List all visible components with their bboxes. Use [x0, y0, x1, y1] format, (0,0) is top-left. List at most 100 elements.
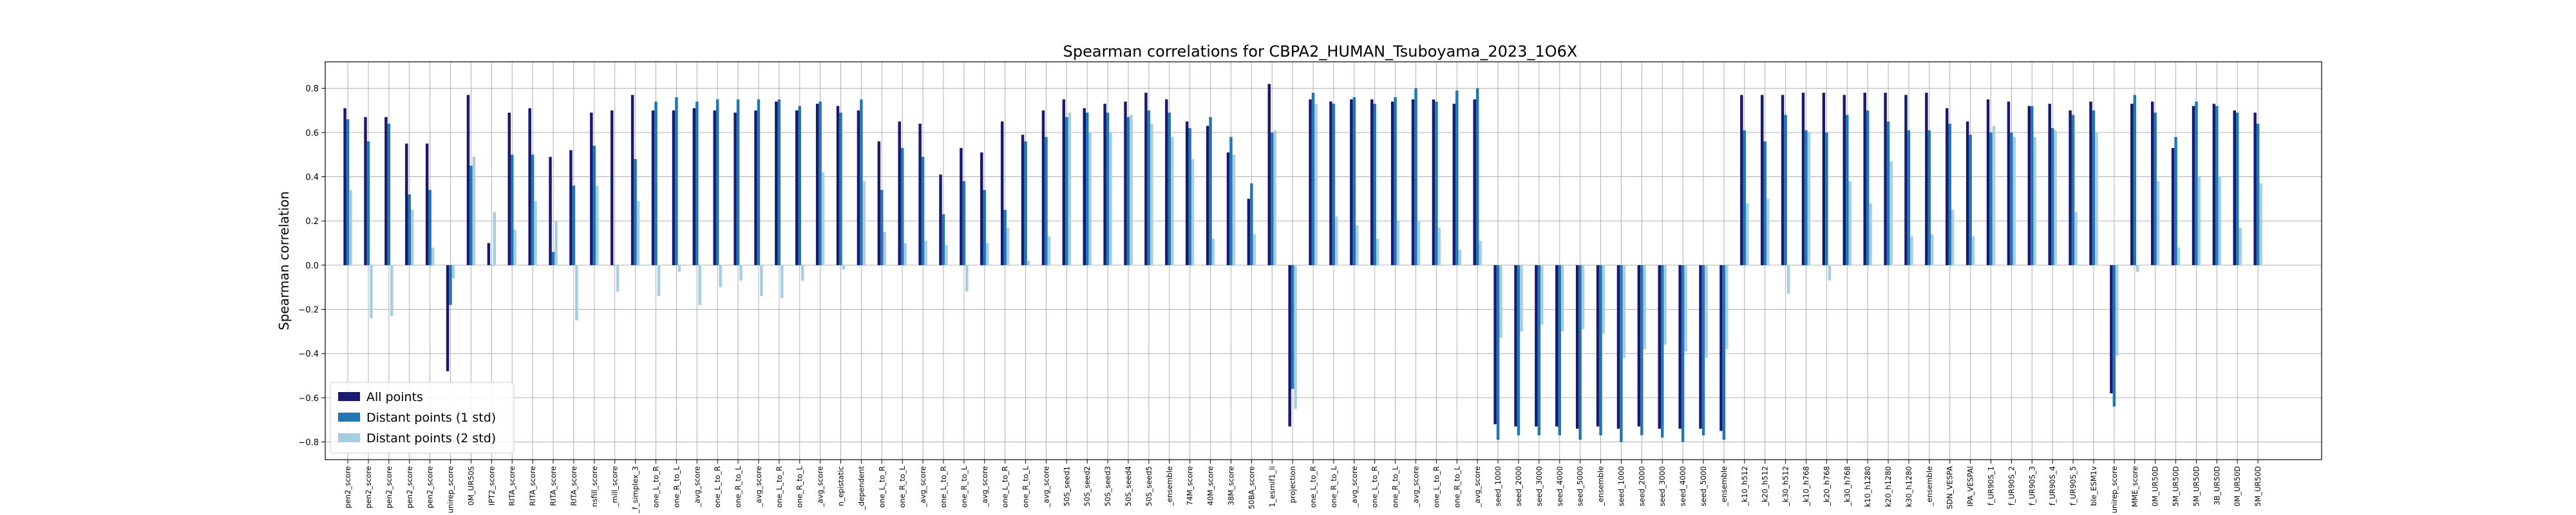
bar-1 — [2171, 147, 2175, 265]
x-tick-label: 50S_seed5 — [1144, 466, 1153, 506]
x-tick-label: one_L_to_R — [713, 466, 722, 508]
bar-2 — [1743, 130, 1747, 265]
bar-3 — [760, 265, 763, 296]
x-tick-label: 74M_score — [1186, 466, 1195, 505]
x-tick-label: 50S_seed1 — [1062, 466, 1071, 506]
bar-3 — [1109, 132, 1112, 265]
x-tick-label: 50BA_score — [1247, 466, 1256, 509]
bar-1 — [1000, 121, 1004, 265]
bar-3 — [1150, 124, 1153, 265]
x-tick-label: 40M_score — [1206, 466, 1215, 505]
bar-2 — [1024, 141, 1027, 265]
x-tick-label: seed_2000 — [1514, 466, 1523, 506]
bar-2 — [1250, 183, 1253, 265]
bar-3 — [1088, 132, 1092, 265]
bar-3 — [2156, 181, 2160, 265]
bar-1 — [2253, 112, 2257, 265]
x-tick-label: one_R_to_L — [795, 465, 804, 507]
bar-1 — [2048, 104, 2051, 265]
bar-1 — [651, 110, 655, 265]
x-tick-label: k20_h1280 — [1884, 466, 1893, 507]
bar-3 — [1396, 221, 1400, 265]
legend-label-2: Distant points (1 std) — [366, 411, 496, 425]
bar-3 — [1520, 265, 1523, 332]
x-tick-label: 50S_seed3 — [1103, 466, 1112, 506]
bar-2 — [1804, 130, 1808, 265]
legend-swatch-2 — [338, 413, 360, 422]
bar-1 — [343, 108, 346, 265]
bar-1 — [1986, 99, 1990, 265]
bar-3 — [1828, 265, 1832, 281]
bar-3 — [1006, 227, 1010, 265]
x-tick-label: _f_simplex_3 — [631, 466, 640, 514]
bar-3 — [1602, 265, 1605, 334]
x-tick-label: one_R_to_L — [1391, 465, 1400, 507]
bar-3 — [636, 201, 640, 265]
bar-2 — [1825, 132, 1828, 265]
x-tick-label: k10_h1280 — [1863, 466, 1872, 507]
bar-1 — [1041, 110, 1045, 265]
bar-2 — [2256, 124, 2260, 265]
bar-1 — [980, 152, 983, 265]
bar-2 — [1475, 88, 1479, 265]
bar-3 — [1746, 203, 1749, 265]
bar-2 — [839, 112, 842, 265]
bar-1 — [795, 110, 799, 265]
bar-1 — [1083, 108, 1086, 265]
x-tick-label: pen2_score — [343, 466, 352, 509]
bar-3 — [1848, 181, 1852, 265]
x-tick-label: _mill_score — [611, 466, 620, 507]
bar-3 — [2239, 227, 2242, 265]
bar-1 — [1781, 95, 1785, 265]
bar-3 — [1294, 265, 1297, 409]
bar-3 — [2054, 130, 2057, 265]
x-tick-label: _ensemble — [1925, 466, 1934, 507]
bar-2 — [1229, 136, 1233, 265]
bar-3 — [1047, 236, 1051, 265]
bar-3 — [1910, 236, 1913, 265]
x-tick-label: seed_4000 — [1678, 466, 1687, 506]
x-tick-label: seed_5000 — [1576, 466, 1585, 506]
bar-2 — [2071, 115, 2075, 265]
legend-label-1: All points — [366, 390, 423, 404]
bar-3 — [575, 265, 578, 321]
bar-2 — [921, 156, 925, 265]
bar-1 — [939, 174, 942, 265]
bar-1 — [1616, 265, 1620, 429]
bar-2 — [572, 185, 576, 265]
bar-2 — [675, 97, 678, 265]
y-tick-label: 0.6 — [305, 129, 319, 138]
bar-2 — [1886, 121, 1890, 265]
bar-1 — [1678, 265, 1681, 429]
bar-3 — [2197, 176, 2201, 265]
x-tick-label: _ensemble — [1719, 466, 1728, 507]
bar-3 — [800, 265, 804, 281]
legend-swatch-1 — [338, 392, 360, 401]
bar-1 — [1514, 265, 1517, 427]
bar-2 — [819, 101, 822, 265]
bar-1 — [1144, 93, 1148, 265]
bar-3 — [1314, 104, 1318, 265]
bar-2 — [1989, 132, 1993, 265]
x-tick-label: _ensemble — [1596, 466, 1605, 507]
bar-1 — [1699, 265, 1702, 429]
bar-3 — [1951, 210, 1955, 265]
bar-1 — [2150, 101, 2154, 265]
bar-1 — [1247, 198, 1251, 265]
x-tick-label: one_R_to_L — [898, 465, 907, 507]
bar-3 — [1807, 132, 1811, 265]
bar-2 — [1722, 265, 1726, 440]
bar-1 — [1267, 84, 1271, 265]
bar-1 — [590, 112, 593, 265]
legend-label-3: Distant points (2 std) — [366, 431, 496, 445]
bar-2 — [1948, 124, 1951, 265]
bar-2 — [2092, 110, 2096, 265]
bar-2 — [1126, 117, 1130, 265]
bar-1 — [528, 108, 531, 265]
x-tick-label: _k20_h768 — [1822, 466, 1831, 507]
bar-3 — [2095, 132, 2098, 265]
bar-1 — [2233, 110, 2237, 265]
bar-3 — [1971, 236, 1975, 265]
bar-1 — [1329, 101, 1332, 265]
y-tick-label: 0.4 — [305, 173, 319, 183]
